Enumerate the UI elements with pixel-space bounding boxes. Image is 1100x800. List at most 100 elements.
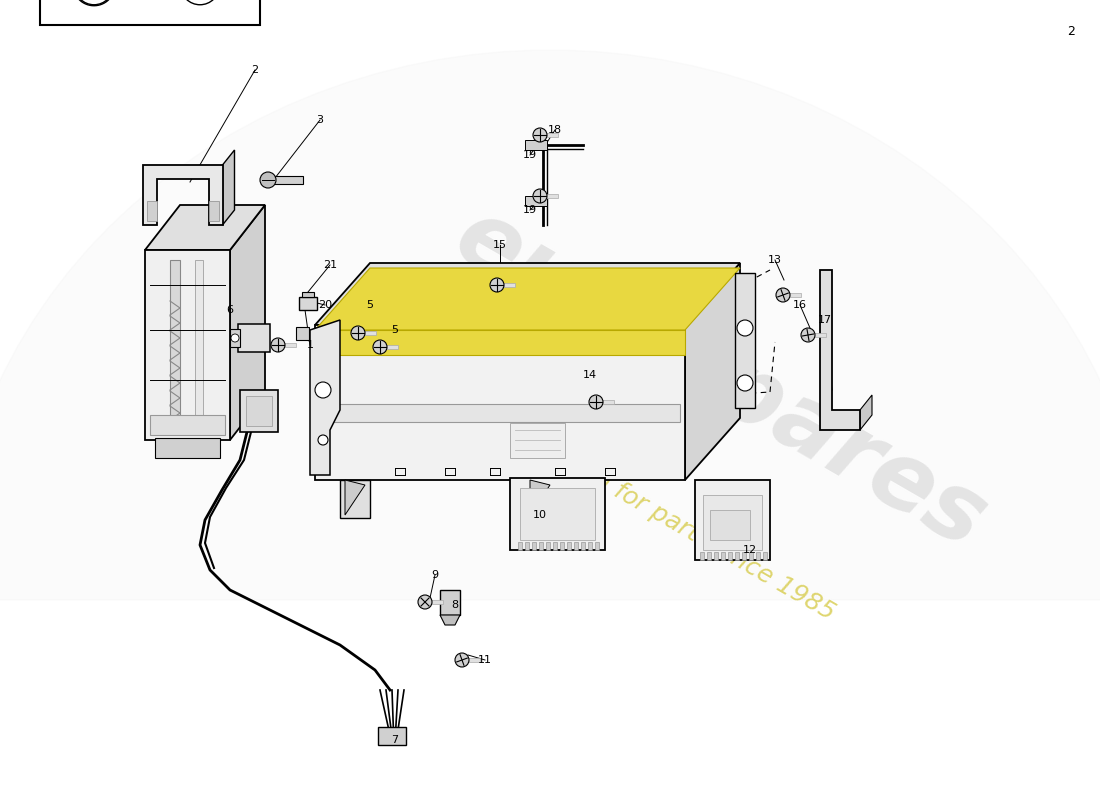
Bar [581, 542, 585, 550]
Text: 2: 2 [1067, 25, 1075, 38]
Circle shape [231, 334, 239, 342]
Bar [695, 480, 770, 560]
Bar [238, 324, 270, 352]
Text: 19: 19 [522, 205, 537, 215]
Bar [710, 510, 750, 540]
Bar [735, 273, 755, 408]
Circle shape [373, 340, 387, 354]
Text: 15: 15 [493, 240, 507, 250]
Text: 14: 14 [583, 370, 597, 380]
Bar [742, 552, 746, 560]
Bar [525, 140, 547, 150]
Polygon shape [340, 480, 370, 518]
Polygon shape [440, 615, 460, 625]
Bar [146, 201, 156, 221]
Bar [315, 325, 685, 480]
Circle shape [588, 395, 603, 409]
Bar [602, 400, 614, 404]
Circle shape [455, 653, 469, 667]
Bar [546, 194, 558, 198]
Circle shape [776, 288, 790, 302]
Text: 11: 11 [478, 655, 492, 665]
Bar [430, 600, 443, 604]
Bar [468, 658, 481, 662]
Bar [150, 415, 226, 435]
Bar [440, 590, 460, 615]
Bar [763, 552, 767, 560]
Circle shape [534, 128, 547, 142]
Polygon shape [315, 263, 740, 325]
Bar [525, 196, 547, 206]
Bar [40, 0, 260, 25]
Bar [756, 552, 760, 560]
Circle shape [801, 328, 815, 342]
Text: 5: 5 [366, 300, 374, 310]
Bar [296, 327, 309, 340]
Circle shape [351, 326, 365, 340]
Polygon shape [685, 263, 740, 480]
Circle shape [315, 382, 331, 398]
Text: 20: 20 [318, 300, 332, 310]
Bar [735, 552, 739, 560]
Circle shape [737, 375, 754, 391]
Bar [814, 333, 826, 337]
Bar [302, 292, 313, 298]
Polygon shape [860, 395, 872, 430]
Bar [714, 552, 718, 560]
Bar [707, 552, 711, 560]
Bar [728, 552, 732, 560]
Bar [170, 260, 180, 430]
Text: 17: 17 [818, 315, 832, 325]
Bar [364, 331, 376, 335]
Bar [703, 495, 762, 550]
Text: 2: 2 [252, 65, 258, 75]
Bar [749, 552, 754, 560]
Bar [720, 552, 725, 560]
Bar [240, 390, 278, 432]
Bar [518, 542, 522, 550]
Bar [520, 488, 595, 540]
Polygon shape [820, 270, 860, 430]
Text: eurospares: eurospares [438, 190, 1002, 570]
Polygon shape [143, 165, 222, 225]
Circle shape [534, 189, 547, 203]
Bar [230, 329, 240, 347]
Bar [246, 396, 272, 426]
Bar [574, 542, 578, 550]
Bar [546, 133, 558, 137]
Text: a passion for parts since 1985: a passion for parts since 1985 [500, 415, 839, 625]
Polygon shape [315, 268, 740, 330]
Bar [700, 552, 704, 560]
Text: 10: 10 [534, 510, 547, 520]
Polygon shape [530, 480, 550, 515]
Circle shape [260, 172, 276, 188]
Bar [284, 343, 296, 347]
Bar [195, 260, 204, 430]
Bar [378, 727, 406, 745]
Bar [789, 293, 801, 297]
Polygon shape [145, 250, 230, 440]
Circle shape [418, 595, 432, 609]
Circle shape [490, 278, 504, 292]
Polygon shape [0, 50, 1100, 600]
Polygon shape [310, 320, 340, 475]
Bar [386, 345, 398, 349]
Bar [315, 330, 685, 355]
Bar [588, 542, 592, 550]
Bar [299, 298, 317, 310]
Polygon shape [230, 205, 265, 440]
Polygon shape [222, 150, 234, 225]
Text: 13: 13 [768, 255, 782, 265]
Circle shape [737, 320, 754, 336]
Bar [546, 542, 550, 550]
Text: 12: 12 [742, 545, 757, 555]
Text: 19: 19 [522, 150, 537, 160]
Bar [539, 542, 543, 550]
Bar [209, 201, 219, 221]
Polygon shape [345, 480, 365, 515]
Text: 8: 8 [451, 600, 459, 610]
Bar [595, 542, 600, 550]
Text: 7: 7 [392, 735, 398, 745]
Text: 18: 18 [548, 125, 562, 135]
Polygon shape [525, 480, 556, 518]
